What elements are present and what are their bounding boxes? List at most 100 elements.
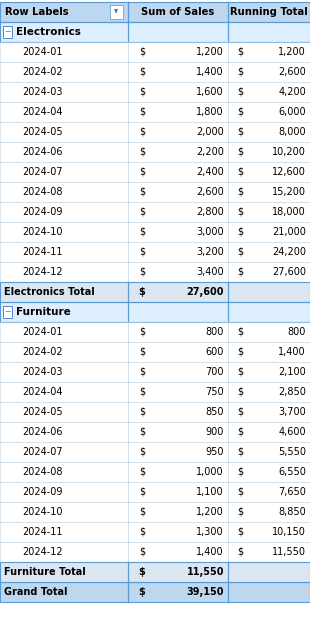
Text: $: $: [237, 447, 243, 457]
Bar: [0, 142, 128, 162]
Bar: [128, 262, 228, 282]
Text: 12,600: 12,600: [272, 167, 306, 177]
Text: 2024-01: 2024-01: [22, 327, 63, 337]
Bar: [228, 202, 310, 222]
Text: Electronics: Electronics: [16, 27, 81, 37]
Text: Furniture: Furniture: [16, 307, 71, 317]
Text: 1,400: 1,400: [196, 547, 224, 557]
Text: $: $: [237, 127, 243, 137]
Text: $: $: [139, 547, 145, 557]
Text: 1,200: 1,200: [196, 47, 224, 57]
Text: 850: 850: [206, 407, 224, 417]
Text: 1,200: 1,200: [278, 47, 306, 57]
Text: 2024-04: 2024-04: [22, 107, 63, 117]
Bar: [228, 442, 310, 462]
Bar: [128, 182, 228, 202]
Text: $: $: [237, 87, 243, 97]
Text: −: −: [4, 27, 11, 37]
Text: $: $: [237, 187, 243, 197]
Bar: [128, 242, 228, 262]
Bar: [228, 242, 310, 262]
Bar: [228, 22, 310, 42]
Bar: [228, 62, 310, 82]
Text: $: $: [237, 67, 243, 77]
Bar: [228, 402, 310, 422]
Text: 10,200: 10,200: [272, 147, 306, 157]
Text: $: $: [237, 367, 243, 377]
Bar: [0, 82, 128, 102]
Bar: [228, 122, 310, 142]
Text: Electronics Total: Electronics Total: [4, 287, 95, 297]
Bar: [0, 462, 128, 482]
Text: $: $: [139, 387, 145, 397]
Bar: [3, 306, 12, 318]
Bar: [0, 382, 128, 402]
Bar: [128, 282, 228, 302]
Text: $: $: [139, 207, 145, 217]
Text: 2024-02: 2024-02: [22, 347, 63, 357]
Text: $: $: [237, 487, 243, 497]
Text: 2024-03: 2024-03: [22, 87, 63, 97]
Text: 1,400: 1,400: [278, 347, 306, 357]
Text: $: $: [139, 327, 145, 337]
Bar: [0, 362, 128, 382]
Text: 39,150: 39,150: [187, 587, 224, 597]
Text: $: $: [139, 127, 145, 137]
Bar: [128, 562, 228, 582]
Text: 27,600: 27,600: [187, 287, 224, 297]
Text: Sum of Sales: Sum of Sales: [141, 7, 215, 17]
Bar: [128, 462, 228, 482]
Text: 2024-10: 2024-10: [22, 507, 63, 517]
Bar: [0, 162, 128, 182]
Text: 2024-12: 2024-12: [22, 547, 63, 557]
Text: 2024-06: 2024-06: [22, 147, 63, 157]
Text: Row Labels: Row Labels: [5, 7, 69, 17]
Text: 2024-05: 2024-05: [22, 407, 63, 417]
Bar: [0, 482, 128, 502]
Text: 2,600: 2,600: [196, 187, 224, 197]
Bar: [228, 542, 310, 562]
Text: 2024-04: 2024-04: [22, 387, 63, 397]
Text: $: $: [237, 547, 243, 557]
Bar: [110, 5, 123, 19]
Bar: [228, 482, 310, 502]
Text: $: $: [139, 47, 145, 57]
Text: 2,400: 2,400: [196, 167, 224, 177]
Bar: [128, 122, 228, 142]
Bar: [228, 342, 310, 362]
Text: 1,000: 1,000: [196, 467, 224, 477]
Bar: [128, 62, 228, 82]
Text: 10,150: 10,150: [272, 527, 306, 537]
Text: 3,200: 3,200: [196, 247, 224, 257]
Text: 2024-09: 2024-09: [22, 487, 63, 497]
Text: $: $: [139, 287, 145, 297]
Text: 800: 800: [206, 327, 224, 337]
Bar: [0, 442, 128, 462]
Text: −: −: [4, 308, 11, 316]
Text: $: $: [139, 267, 145, 277]
Text: $: $: [237, 427, 243, 437]
Text: 1,800: 1,800: [196, 107, 224, 117]
Bar: [228, 222, 310, 242]
Text: 750: 750: [205, 387, 224, 397]
Text: 18,000: 18,000: [272, 207, 306, 217]
Bar: [128, 322, 228, 342]
Bar: [0, 542, 128, 562]
Bar: [128, 582, 228, 602]
Text: $: $: [139, 67, 145, 77]
Text: 2024-03: 2024-03: [22, 367, 63, 377]
Bar: [128, 202, 228, 222]
Text: 2,100: 2,100: [278, 367, 306, 377]
Text: 4,200: 4,200: [278, 87, 306, 97]
Text: 2,000: 2,000: [196, 127, 224, 137]
Bar: [0, 122, 128, 142]
Text: Grand Total: Grand Total: [4, 587, 68, 597]
Bar: [228, 102, 310, 122]
Bar: [0, 342, 128, 362]
Text: $: $: [139, 187, 145, 197]
Bar: [128, 402, 228, 422]
Text: $: $: [237, 387, 243, 397]
Text: 2024-09: 2024-09: [22, 207, 63, 217]
Text: 2024-11: 2024-11: [22, 527, 63, 537]
Text: 2,200: 2,200: [196, 147, 224, 157]
